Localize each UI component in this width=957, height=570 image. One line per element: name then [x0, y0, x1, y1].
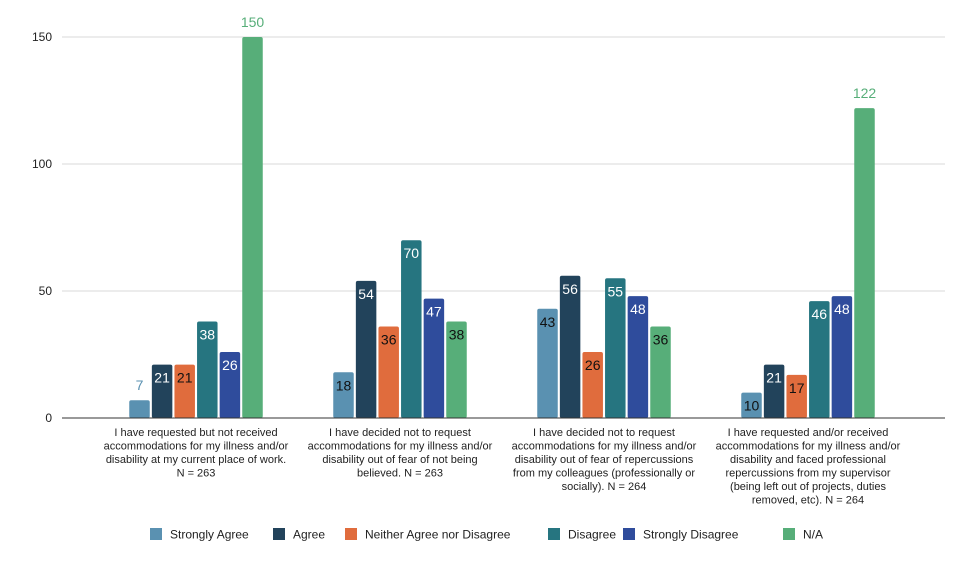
legend-item: N/A: [783, 528, 823, 542]
data-label: 122: [853, 85, 877, 101]
category-label-line: accommodations for my illness and/or: [308, 441, 493, 453]
y-tick-label: 150: [32, 30, 52, 44]
data-label: 26: [222, 357, 238, 373]
legend-swatch: [548, 528, 560, 540]
category-label-line: I have requested but not received: [114, 427, 277, 439]
category-labels: I have requested but not received accommo…: [104, 427, 901, 507]
legend-label: Strongly Disagree: [643, 528, 739, 542]
category-label-line: disability out of fear of repercussions: [515, 454, 694, 466]
bar-strongly-agree: [741, 392, 762, 418]
category-label-line: I have decided not to request: [533, 427, 675, 439]
data-label: 43: [540, 314, 556, 330]
legend-item: Neither Agree nor Disagree: [345, 528, 511, 542]
legend-item: Agree: [273, 528, 325, 542]
bar-agree: [559, 275, 581, 418]
legend-item: Strongly Agree: [150, 528, 249, 542]
bar-strongly-disagree: [423, 298, 445, 418]
data-label: 56: [562, 281, 578, 297]
bar-n-a: [650, 326, 671, 418]
bar-disagree: [197, 321, 218, 418]
legend-label: Neither Agree nor Disagree: [365, 528, 511, 542]
bar-strongly-agree: [129, 400, 150, 418]
data-label: 70: [404, 245, 420, 261]
bar-n-a: [446, 321, 467, 418]
data-label: 47: [426, 304, 442, 320]
category-label-line: repercussions from my supervisor: [725, 468, 890, 480]
y-tick-label: 0: [45, 411, 52, 425]
data-label: 38: [449, 326, 465, 342]
legend-label: Agree: [293, 528, 325, 542]
category-label-line: disability and faced professional: [730, 454, 886, 466]
bar-neither-agree-nor-disagree: [174, 364, 195, 418]
bar-disagree: [605, 278, 626, 418]
data-label: 21: [154, 370, 170, 386]
bar-disagree: [401, 240, 422, 418]
legend-swatch: [623, 528, 635, 540]
data-label: 36: [381, 332, 397, 348]
gridlines: [62, 36, 945, 292]
bar-neither-agree-nor-disagree: [582, 351, 603, 418]
category-label-line: from my colleagues (professionally or: [513, 468, 696, 480]
bar-agree: [355, 280, 377, 418]
category-label-line: accommodations for my illness and/or: [512, 441, 697, 453]
data-label: 46: [812, 306, 828, 322]
category-label-line: disability out of fear of not being: [322, 454, 477, 466]
y-tick-label: 100: [32, 157, 52, 171]
bar-agree: [151, 364, 173, 418]
legend-item: Strongly Disagree: [623, 528, 739, 542]
y-tick-label: 50: [39, 284, 53, 298]
y-axis-ticks: 0 50 100 150: [32, 30, 52, 425]
data-label: 26: [585, 357, 601, 373]
legend-item: Disagree: [548, 528, 616, 542]
data-label: 48: [834, 301, 850, 317]
bar-agree: [763, 364, 785, 418]
bar-n-a: [854, 108, 875, 419]
data-label: 21: [177, 370, 193, 386]
data-label: 38: [200, 326, 216, 342]
bar-neither-agree-nor-disagree: [786, 374, 807, 418]
category-label-line: believed. N = 263: [357, 468, 443, 480]
legend-swatch: [345, 528, 357, 540]
data-label: 150: [241, 14, 265, 30]
data-label: 18: [336, 377, 352, 393]
legend: Strongly Agree Agree Neither Agree nor Dis…: [150, 528, 823, 542]
category-label-line: accommodations for my illness and/or: [716, 441, 901, 453]
data-label: 36: [653, 332, 669, 348]
bar-strongly-agree: [537, 308, 558, 418]
data-label: 21: [766, 370, 782, 386]
bars: [129, 37, 875, 419]
category-label-line: removed, etc). N = 264: [752, 495, 864, 507]
category-label-line: (being left out of projects, duties: [730, 481, 886, 493]
bar-strongly-disagree: [219, 351, 241, 418]
data-label: 55: [608, 283, 624, 299]
bar-strongly-agree: [333, 372, 354, 418]
bar-n-a: [242, 37, 263, 418]
data-labels: 7 21 21 38 26 150 18 54 36 70 47 38 43 56 26 55 48 36 10 21…: [136, 14, 877, 414]
data-label: 48: [630, 301, 646, 317]
category-label-line: N = 263: [177, 468, 216, 480]
bar-strongly-disagree: [831, 296, 853, 418]
legend-swatch: [273, 528, 285, 540]
category-label-line: I have requested and/or received: [728, 427, 889, 439]
bar-disagree: [809, 301, 830, 418]
legend-label: Disagree: [568, 528, 616, 542]
category-label-line: I have decided not to request: [329, 427, 471, 439]
legend-label: N/A: [803, 528, 823, 542]
data-label: 54: [358, 286, 374, 302]
bar-neither-agree-nor-disagree: [378, 326, 399, 418]
data-label: 17: [789, 380, 805, 396]
category-label-line: accommodations for my illness and/or: [104, 441, 289, 453]
legend-label: Strongly Agree: [170, 528, 249, 542]
category-label-line: socially). N = 264: [562, 481, 647, 493]
legend-swatch: [150, 528, 162, 540]
legend-swatch: [783, 528, 795, 540]
category-label-line: disability at my current place of work.: [106, 454, 286, 466]
bar-strongly-disagree: [627, 296, 649, 418]
data-label: 7: [136, 377, 144, 393]
data-label: 10: [744, 398, 760, 414]
